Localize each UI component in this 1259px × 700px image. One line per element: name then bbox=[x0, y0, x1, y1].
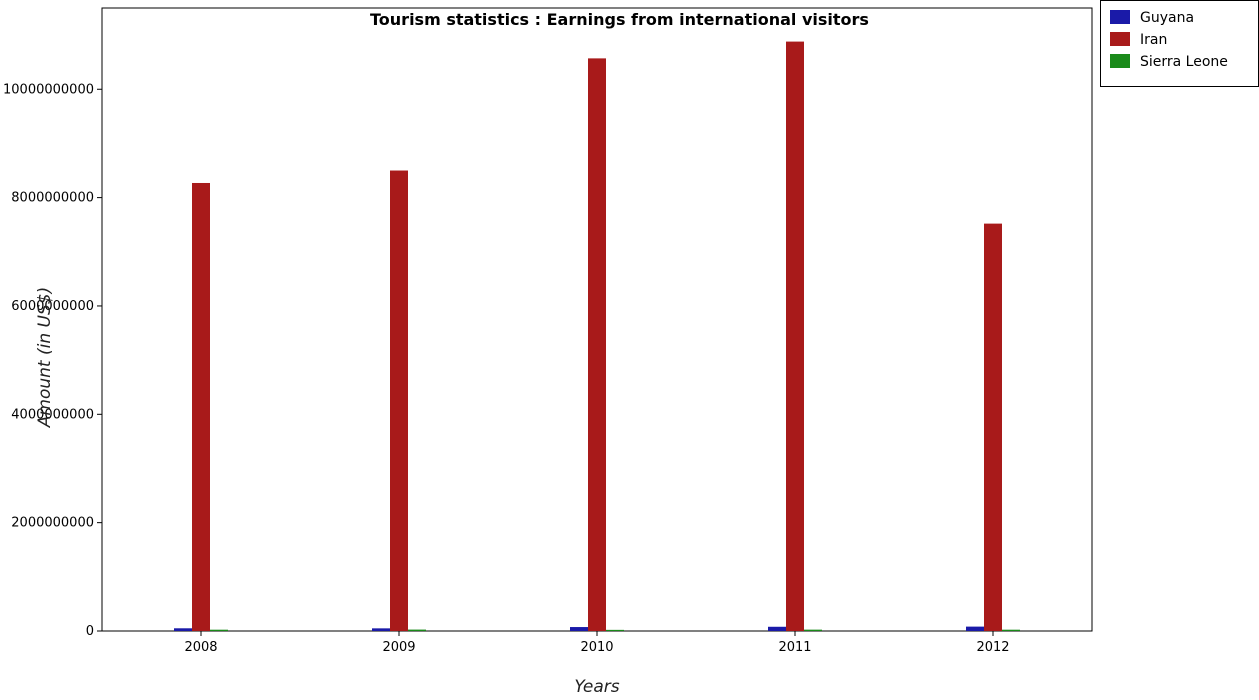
legend-swatch-sierra-leone bbox=[1110, 54, 1130, 68]
x-tick-label: 2010 bbox=[580, 640, 613, 655]
bar-iran-2008 bbox=[192, 182, 210, 631]
legend-label-guyana: Guyana bbox=[1140, 10, 1194, 26]
bar-guyana-2009 bbox=[372, 628, 390, 631]
legend-swatch-guyana bbox=[1110, 10, 1130, 24]
bar-iran-2010 bbox=[588, 58, 606, 632]
bar-sierra-leone-2012 bbox=[1002, 629, 1020, 631]
y-tick-label: 8000000000 bbox=[11, 191, 94, 206]
x-axis-title: Years bbox=[574, 677, 619, 697]
bar-sierra-leone-2009 bbox=[408, 629, 426, 631]
bar-guyana-2010 bbox=[570, 627, 588, 631]
chart-title: Tourism statistics : Earnings from inter… bbox=[370, 10, 869, 29]
y-tick-label: 6000000000 bbox=[11, 299, 94, 314]
bar-guyana-2012 bbox=[966, 626, 984, 631]
bar-iran-2012 bbox=[984, 223, 1002, 631]
y-tick-label: 0 bbox=[86, 624, 94, 639]
y-tick-label: 10000000000 bbox=[3, 82, 94, 97]
x-tick-label: 2009 bbox=[382, 640, 415, 655]
x-tick-label: 2012 bbox=[976, 640, 1009, 655]
bar-guyana-2011 bbox=[768, 626, 786, 631]
bar-guyana-2008 bbox=[174, 628, 192, 631]
y-tick-label: 4000000000 bbox=[11, 407, 94, 422]
legend-label-iran: Iran bbox=[1140, 32, 1167, 48]
plot-area bbox=[101, 7, 1093, 632]
bar-iran-2011 bbox=[786, 41, 804, 631]
x-axis: 2008 2009 2010 2011 2012 bbox=[184, 631, 1010, 655]
legend: Guyana Iran Sierra Leone bbox=[1100, 0, 1259, 87]
bar-sierra-leone-2010 bbox=[606, 629, 624, 631]
legend-swatch-iran bbox=[1110, 32, 1130, 46]
x-tick-label: 2008 bbox=[184, 640, 217, 655]
y-axis-title: Amount (in US$) bbox=[35, 287, 55, 428]
y-axis: 0 2000000000 4000000000 6000000000 800000000… bbox=[3, 82, 102, 639]
legend-label-sierra-leone: Sierra Leone bbox=[1140, 54, 1228, 70]
y-tick-label: 2000000000 bbox=[11, 516, 94, 531]
bar-iran-2009 bbox=[390, 170, 408, 632]
bar-sierra-leone-2008 bbox=[210, 629, 228, 631]
bar-sierra-leone-2011 bbox=[804, 629, 822, 631]
x-tick-label: 2011 bbox=[778, 640, 811, 655]
